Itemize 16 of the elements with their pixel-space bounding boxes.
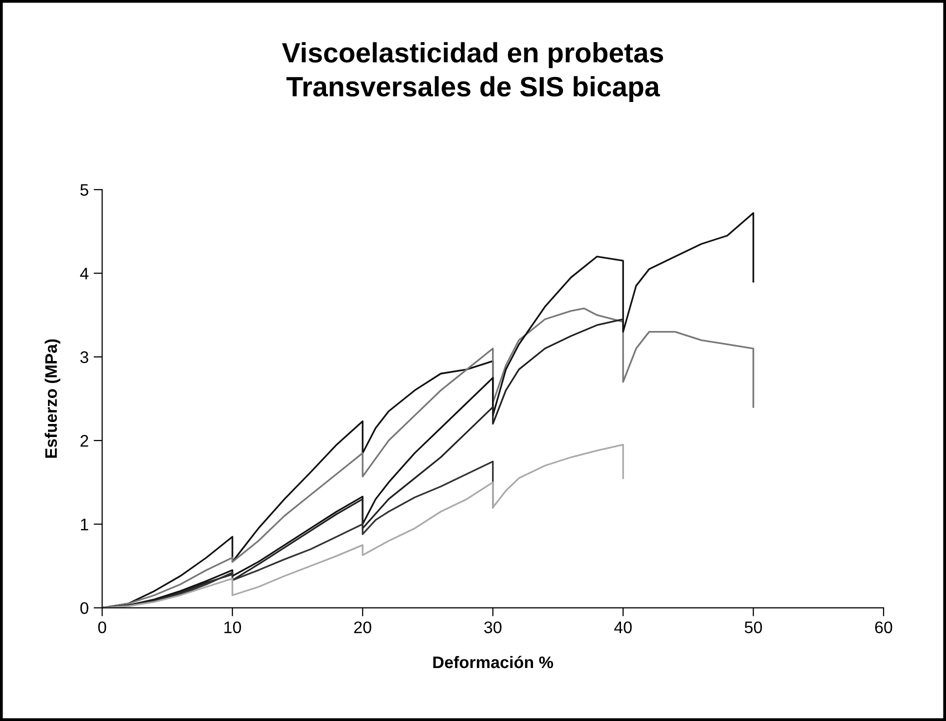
x-tick-label: 0 — [98, 621, 106, 634]
chart-title: Viscoelasticidad en probetas Transversales de SIS bicapa — [282, 42, 664, 102]
y-tick-label: 2 — [80, 434, 88, 447]
y-tick-label: 3 — [80, 351, 88, 364]
y-tick-label: 0 — [80, 602, 88, 614]
y-tick-label: 5 — [80, 184, 88, 196]
y-tick-label: 1 — [80, 518, 88, 530]
x-tick-label: 20 — [354, 621, 372, 634]
x-tick-label: 40 — [614, 621, 632, 634]
x-axis-title: Deformación % — [433, 656, 554, 668]
x-tick-label: 60 — [875, 621, 892, 634]
y-axis-title: Esfuerzo (MPa) — [44, 339, 60, 458]
x-tick-label: 50 — [744, 621, 762, 634]
y-tick-label: 4 — [80, 268, 88, 280]
x-tick-label: 30 — [484, 621, 502, 634]
x-tick-label: 10 — [224, 621, 242, 634]
